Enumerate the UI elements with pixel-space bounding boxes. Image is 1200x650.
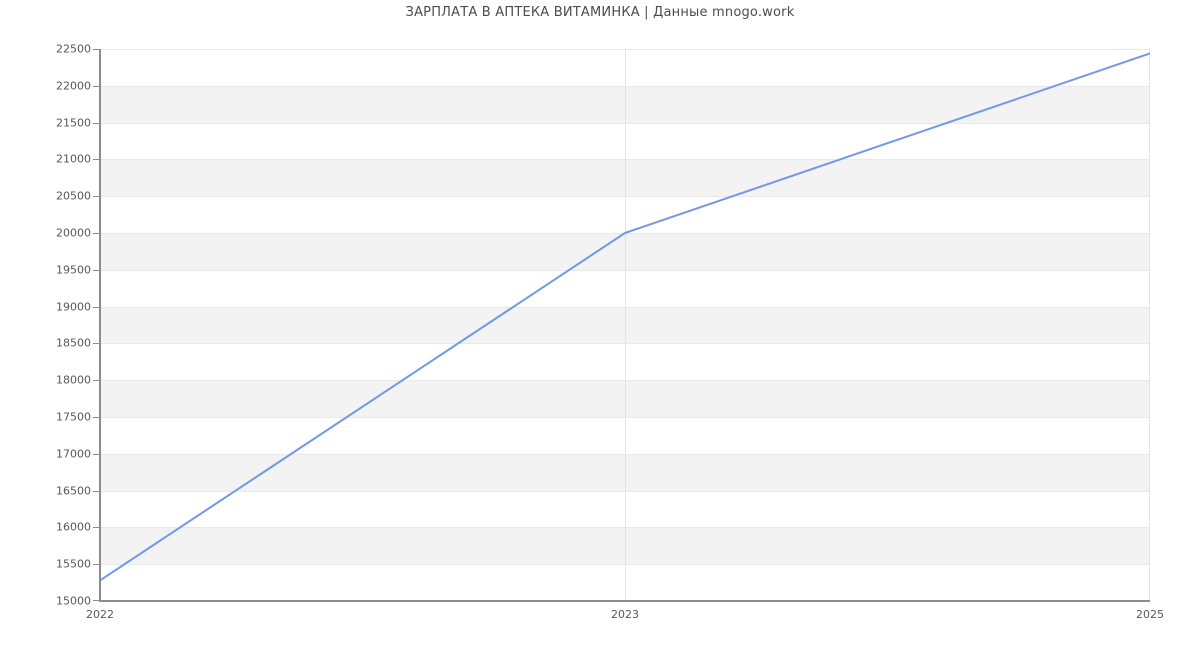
y-tick-mark [93, 490, 99, 492]
y-tick-mark [93, 122, 99, 124]
y-tick-label: 16000 [56, 520, 91, 534]
y-tick-mark [93, 85, 99, 87]
y-tick-label: 21000 [56, 152, 91, 166]
y-tick-label: 20500 [56, 189, 91, 203]
y-tick-mark [93, 380, 99, 382]
x-tick-label: 2023 [611, 608, 639, 621]
vertical-gridline [625, 49, 626, 601]
y-tick-label: 16500 [56, 484, 91, 498]
y-tick-mark [93, 600, 99, 601]
y-tick-label: 19000 [56, 300, 91, 314]
y-tick-mark [93, 343, 99, 345]
y-tick-mark [93, 196, 99, 198]
y-tick-label: 15000 [56, 594, 91, 608]
y-tick-mark [93, 417, 99, 418]
y-tick-label: 22000 [56, 79, 91, 93]
y-tick-label: 19500 [56, 263, 91, 277]
y-tick-mark [93, 306, 99, 308]
y-axis-tick-labels: 15000 15500 16000 16500 17000 17500 18000 18500… [0, 43, 91, 608]
y-tick-label: 17000 [56, 447, 91, 461]
y-tick-label: 20000 [56, 226, 91, 240]
y-tick-mark [93, 49, 99, 50]
x-axis-tick-labels: 2022 2023 2025 [86, 608, 1164, 628]
y-tick-mark [93, 233, 99, 234]
salary-line-series [100, 52, 1150, 582]
y-tick-mark [93, 453, 99, 455]
chart-title: ЗАРПЛАТА В АПТЕКА ВИТАМИНКА | Данные mno… [405, 5, 795, 20]
x-axis-line [99, 600, 1150, 602]
y-tick-mark [93, 159, 99, 161]
y-axis-tick-marks [93, 49, 99, 601]
y-axis-line [99, 49, 101, 601]
y-tick-label: 17500 [56, 410, 91, 424]
y-tick-mark [93, 269, 99, 271]
y-tick-mark [93, 527, 99, 529]
x-tick-label: 2022 [86, 608, 114, 621]
salary-line [100, 52, 1150, 582]
y-tick-label: 21500 [56, 116, 91, 130]
y-tick-mark [93, 564, 99, 566]
plot-area [100, 49, 1150, 601]
y-tick-label: 18500 [56, 336, 91, 350]
y-tick-label: 15500 [56, 557, 91, 571]
y-tick-label: 18000 [56, 373, 91, 387]
x-tick-label: 2025 [1136, 608, 1164, 621]
y-tick-label: 22500 [56, 42, 91, 56]
vertical-gridline [1149, 49, 1150, 601]
